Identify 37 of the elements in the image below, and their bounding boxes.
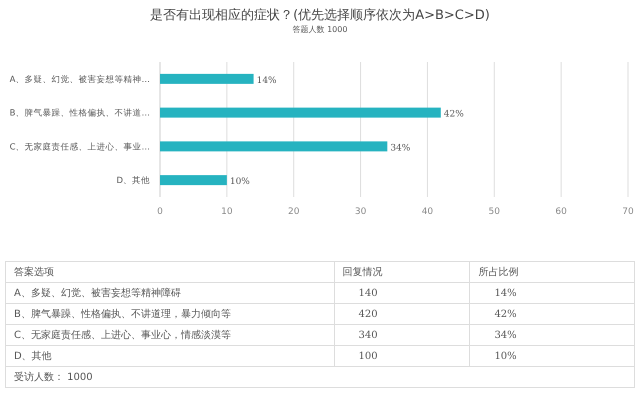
data-label: 34% [390, 143, 411, 154]
text: 14% [470, 282, 634, 304]
text: 回复情况 [334, 262, 470, 282]
x-tick-label: 0 [157, 207, 164, 217]
text: A、多疑、幻觉、被害妄想等精神障碍 [6, 282, 334, 304]
text: 所占比例 [470, 262, 634, 282]
x-tick-label: 20 [288, 207, 300, 217]
text: B、脾气暴躁、性格偏执、不讲道理，暴力倾向等 [6, 304, 334, 324]
x-tick-label: 70 [622, 207, 634, 217]
bar [160, 108, 441, 118]
bar [160, 175, 227, 186]
text: 42% [470, 304, 634, 324]
text: 140 [334, 282, 470, 304]
bar [160, 141, 388, 152]
data-label: 10% [230, 177, 250, 188]
text: 420 [334, 304, 470, 324]
data-label: 42% [444, 110, 464, 120]
y-tick-label: D、其他 [116, 175, 150, 186]
text: 100 [334, 346, 470, 366]
text: 34% [470, 324, 634, 346]
text: 10% [470, 346, 634, 366]
data-label: 14% [256, 76, 278, 86]
x-tick-label: 40 [422, 207, 434, 217]
chart-subtitle: 答题人数 1000 [292, 25, 348, 34]
x-tick-label: 10 [221, 207, 233, 217]
text: 答案选项 [6, 262, 334, 282]
text: C、无家庭责任感、上进心、事业心，情感淡漠等 [6, 324, 334, 346]
y-tick-label: A、多疑、幻觉、被害妄想等精神… [10, 74, 150, 85]
x-tick-label: 50 [488, 207, 500, 217]
y-tick-label: C、无家庭责任感、上进心、事业… [10, 141, 150, 152]
y-tick-label: B、脾气暴躁、性格偏执、不讲道… [10, 108, 150, 119]
text: 340 [334, 324, 470, 346]
chart-title: 是否有出现相应的症状？(优先选择顺序依次为A>B>C>D) [150, 7, 490, 23]
bar [160, 74, 254, 84]
x-tick-label: 30 [354, 207, 367, 217]
x-tick-label: 60 [555, 207, 568, 217]
text: 受访人数： 1000 [6, 366, 634, 388]
